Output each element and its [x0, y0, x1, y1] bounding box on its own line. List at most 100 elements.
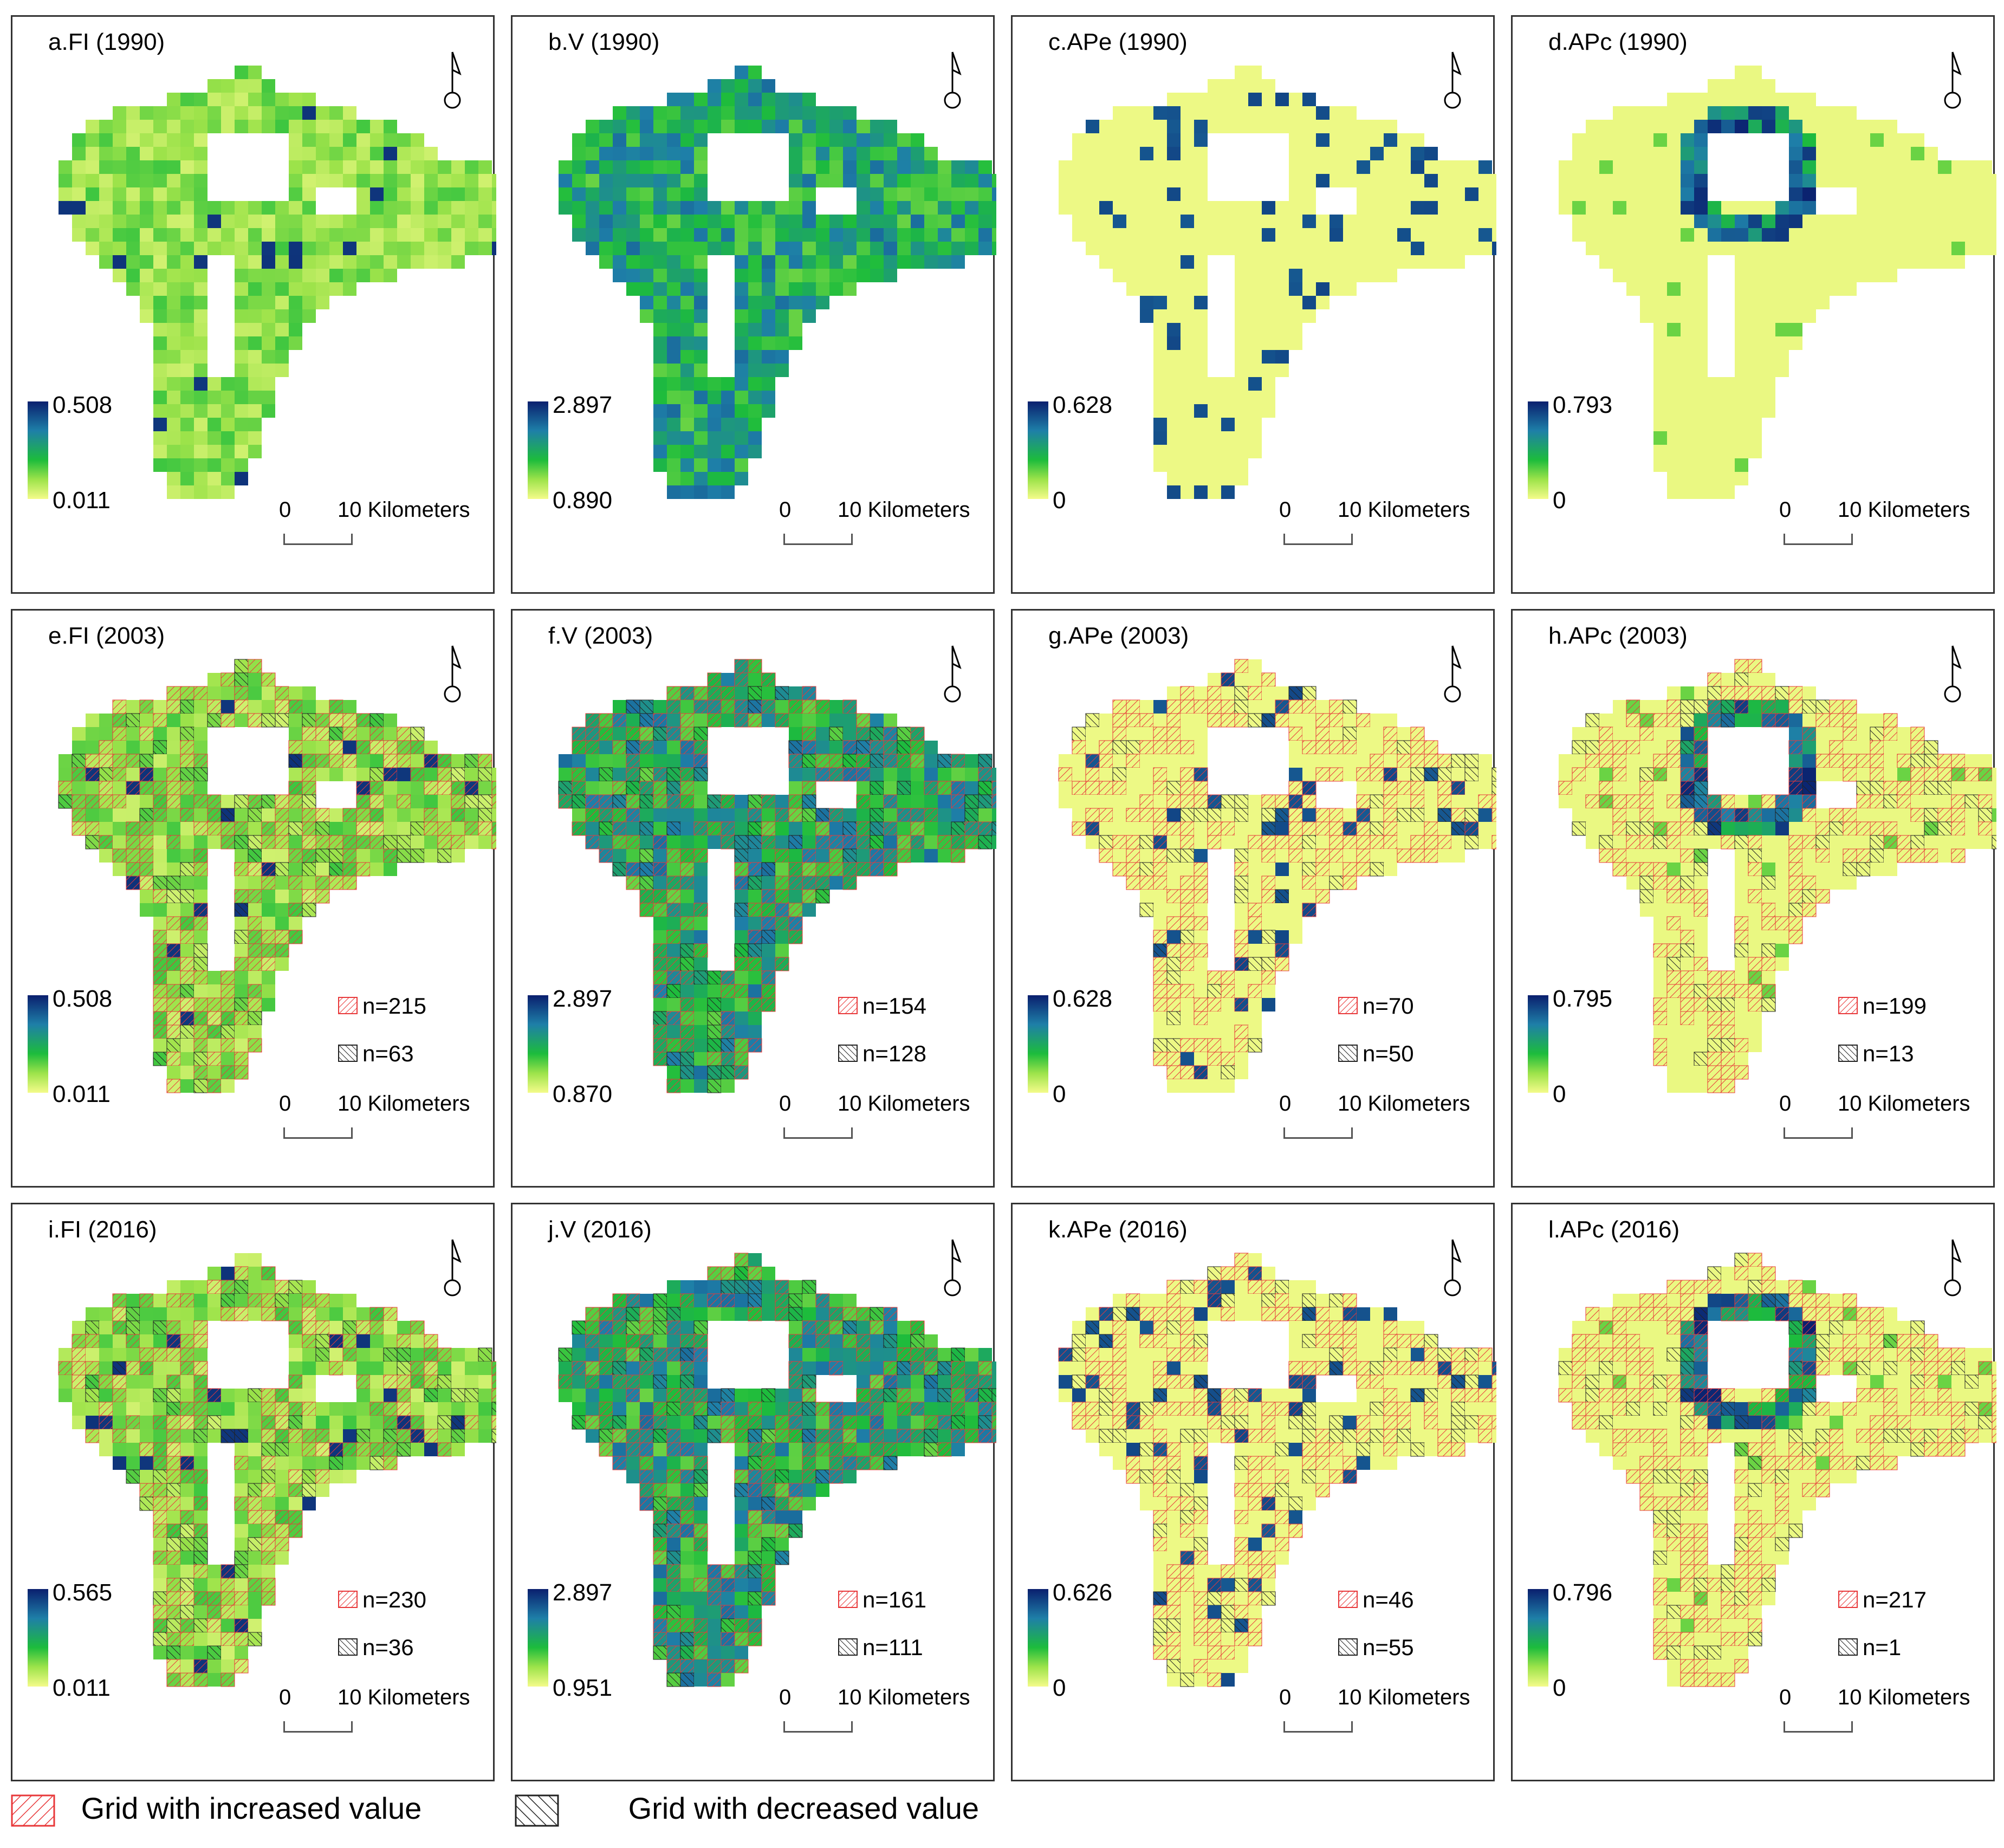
grid-cell — [1316, 133, 1329, 147]
grid-cell — [667, 998, 680, 1011]
grid-cell — [1653, 269, 1667, 282]
grid-cell — [1343, 282, 1357, 296]
grid-cell — [1153, 364, 1167, 377]
decreased-cell-hatch — [964, 808, 979, 822]
grid-cell — [735, 323, 748, 336]
increased-cell-hatch — [1694, 767, 1708, 782]
increased-cell-hatch — [1897, 754, 1911, 768]
decreased-cell-hatch — [1166, 970, 1181, 985]
decreased-cell-hatch — [234, 835, 249, 850]
grid-cell — [708, 377, 721, 391]
increased-cell-hatch — [1666, 699, 1681, 714]
grid-cell — [1059, 160, 1072, 174]
grid-cell — [194, 215, 207, 228]
grid-cell — [1275, 242, 1289, 255]
grid-cell — [1086, 727, 1099, 741]
grid-cell — [1126, 727, 1140, 741]
increased-cell-hatch — [1112, 727, 1127, 741]
grid-cell — [1951, 160, 1965, 174]
grid-cell — [1694, 431, 1708, 445]
grid-cell — [1275, 215, 1289, 228]
grid-cell — [384, 863, 397, 876]
grid-cell — [1626, 849, 1640, 863]
grid-cell — [1965, 228, 1979, 242]
grid-cell — [1492, 187, 1496, 201]
increased-cell-hatch — [261, 672, 276, 687]
grid-cell — [694, 269, 708, 282]
grid-cell — [1411, 174, 1424, 187]
grid-cell — [1248, 296, 1262, 309]
grid-cell — [789, 336, 802, 350]
grid-cell — [613, 754, 626, 768]
grid-cell — [1613, 714, 1626, 727]
grid-cell — [1397, 187, 1411, 201]
grid-cell — [1289, 917, 1302, 930]
grid-cell — [1167, 309, 1181, 323]
grid-cell — [667, 133, 680, 147]
grid-cell — [262, 336, 275, 350]
grid-cell — [1343, 269, 1357, 282]
grid-cell — [1167, 215, 1181, 228]
increased-cell-hatch — [1424, 740, 1438, 755]
grid-cell — [1816, 120, 1830, 133]
increased-cell-hatch — [1112, 781, 1127, 795]
grid-cell — [653, 147, 667, 160]
decreased-cell-hatch — [180, 699, 194, 714]
grid-cell — [1965, 242, 1979, 255]
increased-cell-hatch — [234, 889, 249, 904]
grid-cell — [1681, 835, 1694, 849]
grid-cell — [1153, 1025, 1167, 1039]
grid-cell — [126, 106, 140, 120]
decreased-cell-hatch — [1370, 862, 1384, 877]
increased-cell-hatch — [666, 970, 681, 985]
grid-cell — [1789, 228, 1802, 242]
decreased-cell-hatch — [1585, 740, 1600, 755]
grid-cell — [424, 160, 438, 174]
grid-cell — [1438, 242, 1451, 255]
increased-cell-hatch — [342, 835, 357, 850]
grid-cell — [965, 160, 978, 174]
grid-cell — [735, 822, 748, 835]
grid-cell — [735, 93, 748, 106]
grid-cell — [1762, 79, 1775, 93]
grid-cell — [343, 269, 356, 282]
grid-cell — [167, 187, 180, 201]
decreased-cell-hatch — [410, 848, 425, 863]
decreased-cell-hatch — [1802, 699, 1817, 714]
increased-cell-hatch — [1315, 862, 1330, 877]
increased-cell-hatch — [639, 740, 654, 755]
increased-cell-hatch — [1126, 754, 1140, 768]
increased-cell-hatch — [1910, 781, 1925, 795]
increased-cell-hatch — [910, 754, 925, 768]
grid-cell — [194, 201, 207, 215]
grid-cell — [465, 808, 478, 822]
increased-cell-hatch — [1085, 754, 1100, 768]
increased-cell-hatch — [653, 1024, 667, 1039]
grid-cell — [1816, 242, 1830, 255]
grid-cell — [1762, 120, 1775, 133]
increased-cell-hatch — [1843, 848, 1857, 863]
increased-cell-hatch — [1234, 930, 1249, 944]
grid-cell — [1938, 215, 1951, 228]
grid-cell — [572, 228, 586, 242]
grid-cell — [1762, 808, 1775, 822]
grid-cell — [1735, 269, 1748, 282]
grid-cell — [1451, 768, 1465, 781]
grid-cell — [1208, 228, 1221, 242]
grid-cell — [384, 795, 397, 808]
grid-cell — [586, 201, 599, 215]
grid-cell — [1384, 160, 1397, 174]
decreased-cell-hatch — [639, 699, 654, 714]
grid-cell — [1857, 147, 1870, 160]
grid-cell — [965, 781, 978, 795]
grid-cell — [180, 147, 194, 160]
grid-cell — [1289, 890, 1302, 903]
grid-cell — [262, 377, 275, 391]
decreased-cell-hatch — [761, 862, 776, 877]
decreased-cell-hatch — [599, 767, 613, 782]
grid-cell — [1708, 458, 1721, 472]
grid-cell — [775, 350, 789, 364]
grid-cell — [140, 741, 153, 754]
grid-cell — [329, 120, 343, 133]
increased-cell-hatch — [288, 699, 303, 714]
